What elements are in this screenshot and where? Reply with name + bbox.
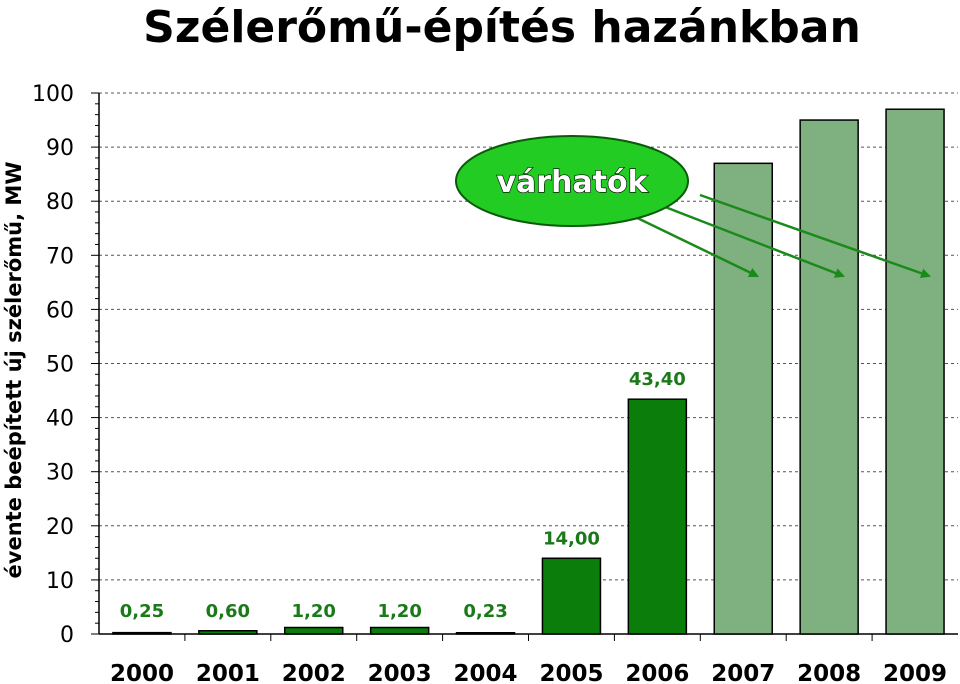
y-tick-labels: 0 10 20 30 40 50 60 70 80 90 100 [32, 82, 74, 648]
data-label-2004: 0,23 [463, 601, 507, 622]
bars [112, 108, 945, 635]
bar-2007 [713, 162, 773, 635]
y-tick-label: 50 [46, 353, 74, 378]
y-tick-label: 10 [46, 569, 74, 594]
annotation: várhatók [455, 135, 931, 279]
x-tick-label-2005: 2005 [539, 661, 603, 684]
chart-title: Szélerőmű-építés hazánkban [143, 2, 861, 53]
x-tick-label-2008: 2008 [797, 661, 861, 684]
x-tick-label-2006: 2006 [625, 661, 689, 684]
bar-2001 [198, 630, 258, 635]
annotation-arrow-2009 [699, 193, 931, 279]
annotation-arrows [624, 193, 931, 279]
bar-2004 [455, 632, 516, 635]
y-tick-label: 0 [60, 623, 74, 648]
bar-2008 [799, 119, 859, 635]
x-tick-label-2002: 2002 [282, 661, 346, 684]
data-label-2005: 14,00 [543, 528, 600, 549]
y-tick-label: 70 [46, 244, 74, 269]
y-tick-label: 20 [46, 515, 74, 540]
y-tick-label: 40 [46, 407, 74, 432]
annotation-bubble [455, 135, 689, 227]
x-tick-label-2007: 2007 [711, 661, 775, 684]
y-tick-label: 90 [46, 136, 74, 161]
x-tick-label-2001: 2001 [196, 661, 260, 684]
bar-2003 [369, 626, 430, 635]
data-label-2003: 1,20 [377, 601, 421, 622]
annotation-arrow-2007 [624, 210, 760, 278]
annotation-text: várhatók [496, 165, 648, 200]
data-label-2002: 1,20 [292, 601, 336, 622]
data-labels: 0,25 0,60 1,20 1,20 0,23 14,00 43,40 [120, 369, 686, 622]
annotation-arrow-2008 [659, 203, 846, 278]
y-tick-label: 30 [46, 461, 74, 486]
x-tick-label-2003: 2003 [368, 661, 432, 684]
data-label-2006: 43,40 [629, 369, 686, 390]
data-label-2000: 0,25 [120, 601, 164, 622]
bar-2002 [284, 626, 344, 635]
bar-2005 [541, 557, 602, 635]
y-axis-label: évente beépített új szélerőmű, MW [2, 162, 26, 579]
x-tick-label-2004: 2004 [454, 661, 518, 684]
x-tick-label-2000: 2000 [110, 661, 174, 684]
x-tick-label-2009: 2009 [883, 661, 947, 684]
bar-2006 [627, 398, 688, 635]
x-tick-labels: 2000 2001 2002 2003 2004 2005 2006 2007 2008 2009 [110, 661, 947, 684]
data-label-2001: 0,60 [206, 601, 250, 622]
bar-2009 [885, 108, 945, 635]
bar-2000 [112, 631, 172, 635]
y-tick-label: 80 [46, 190, 74, 215]
y-tick-label: 60 [46, 298, 74, 323]
y-tick-label: 100 [32, 82, 74, 107]
